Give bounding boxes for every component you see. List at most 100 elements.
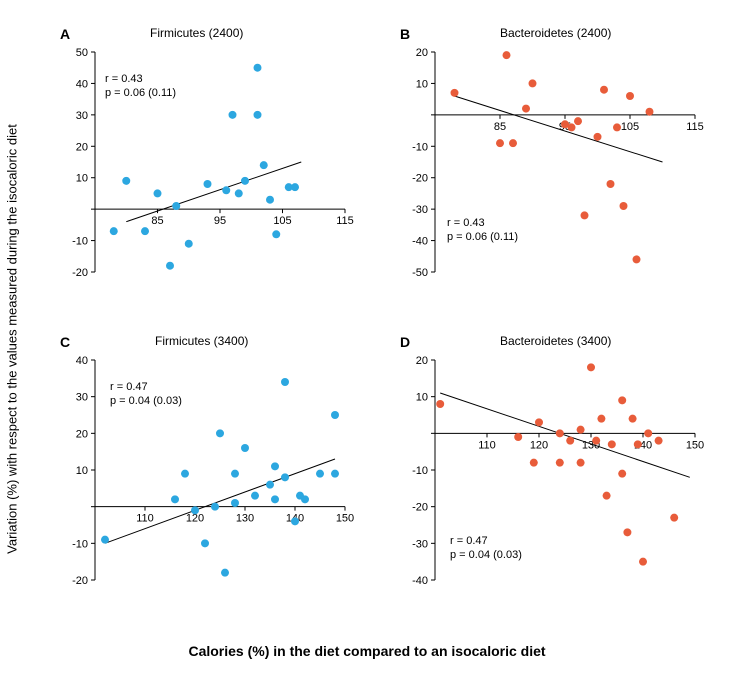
svg-text:10: 10: [416, 392, 428, 404]
data-point: [535, 418, 543, 426]
svg-text:20: 20: [76, 141, 88, 153]
trend-line: [440, 393, 690, 477]
svg-text:40: 40: [76, 355, 88, 367]
data-point: [587, 363, 595, 371]
svg-text:-10: -10: [72, 538, 88, 550]
data-point: [629, 415, 637, 423]
data-point: [241, 444, 249, 452]
data-point: [556, 459, 564, 467]
data-point: [271, 495, 279, 503]
data-point: [566, 437, 574, 445]
svg-text:130: 130: [236, 513, 254, 525]
panel-c: 110120130140150-20-1010203040: [55, 320, 355, 600]
data-point: [231, 470, 239, 478]
svg-text:40: 40: [76, 78, 88, 90]
panel-title: Bacteroidetes (2400): [500, 26, 611, 40]
panel-d: 110120130140150-40-30-20-101020: [395, 320, 705, 600]
data-point: [600, 86, 608, 94]
scatter-plot: 8595105115-20-101020304050: [55, 12, 355, 292]
svg-text:20: 20: [76, 428, 88, 440]
y-axis-label: Variation (%) with respect to the values…: [5, 124, 20, 554]
svg-text:-40: -40: [412, 236, 428, 248]
data-point: [229, 111, 237, 119]
data-point: [451, 89, 459, 97]
data-point: [110, 227, 118, 235]
data-point: [634, 440, 642, 448]
data-point: [166, 262, 174, 270]
svg-text:120: 120: [186, 513, 204, 525]
data-point: [608, 440, 616, 448]
svg-text:85: 85: [494, 121, 506, 133]
svg-text:10: 10: [76, 465, 88, 477]
panel-title: Firmicutes (2400): [150, 26, 243, 40]
data-point: [607, 180, 615, 188]
data-point: [581, 211, 589, 219]
data-point: [556, 429, 564, 437]
data-point: [670, 514, 678, 522]
svg-text:10: 10: [76, 173, 88, 185]
data-point: [251, 492, 259, 500]
data-point: [644, 429, 652, 437]
svg-text:110: 110: [136, 513, 154, 525]
svg-text:-30: -30: [412, 204, 428, 216]
data-point: [503, 51, 511, 59]
svg-text:-20: -20: [72, 575, 88, 587]
data-point: [216, 429, 224, 437]
data-point: [172, 202, 180, 210]
data-point: [626, 92, 634, 100]
data-point: [201, 539, 209, 547]
data-point: [522, 105, 530, 113]
data-point: [618, 396, 626, 404]
panel-letter: D: [400, 334, 410, 350]
data-point: [655, 437, 663, 445]
svg-text:120: 120: [530, 439, 548, 451]
svg-text:-10: -10: [72, 236, 88, 248]
data-point: [436, 400, 444, 408]
panel-letter: A: [60, 26, 70, 42]
data-point: [639, 558, 647, 566]
data-point: [568, 123, 576, 131]
stat-text: r = 0.43p = 0.06 (0.11): [105, 72, 176, 101]
svg-text:-20: -20: [412, 502, 428, 514]
data-point: [254, 64, 262, 72]
scatter-plot: 110120130140150-40-30-20-101020: [395, 320, 705, 600]
data-point: [577, 459, 585, 467]
svg-text:110: 110: [478, 439, 496, 451]
data-point: [613, 123, 621, 131]
svg-text:-40: -40: [412, 575, 428, 587]
scatter-plot: 8595105115-50-40-30-20-101020: [395, 12, 705, 292]
data-point: [577, 426, 585, 434]
svg-text:30: 30: [76, 392, 88, 404]
svg-text:30: 30: [76, 110, 88, 122]
data-point: [141, 227, 149, 235]
data-point: [603, 492, 611, 500]
svg-text:-20: -20: [412, 173, 428, 185]
data-point: [496, 139, 504, 147]
svg-text:105: 105: [621, 121, 639, 133]
data-point: [101, 536, 109, 544]
data-point: [281, 378, 289, 386]
data-point: [331, 411, 339, 419]
panel-b: 8595105115-50-40-30-20-101020: [395, 12, 705, 292]
data-point: [291, 183, 299, 191]
data-point: [222, 186, 230, 194]
data-point: [204, 180, 212, 188]
data-point: [254, 111, 262, 119]
panel-letter: C: [60, 334, 70, 350]
data-point: [592, 437, 600, 445]
data-point: [260, 161, 268, 169]
panel-a: 8595105115-20-101020304050: [55, 12, 355, 292]
data-point: [594, 133, 602, 141]
data-point: [529, 79, 537, 87]
data-point: [171, 495, 179, 503]
svg-text:115: 115: [686, 121, 704, 133]
data-point: [291, 517, 299, 525]
data-point: [597, 415, 605, 423]
svg-text:115: 115: [336, 215, 354, 227]
data-point: [154, 189, 162, 197]
svg-text:50: 50: [76, 47, 88, 59]
data-point: [646, 108, 654, 116]
data-point: [221, 569, 229, 577]
svg-text:-10: -10: [412, 141, 428, 153]
data-point: [266, 481, 274, 489]
